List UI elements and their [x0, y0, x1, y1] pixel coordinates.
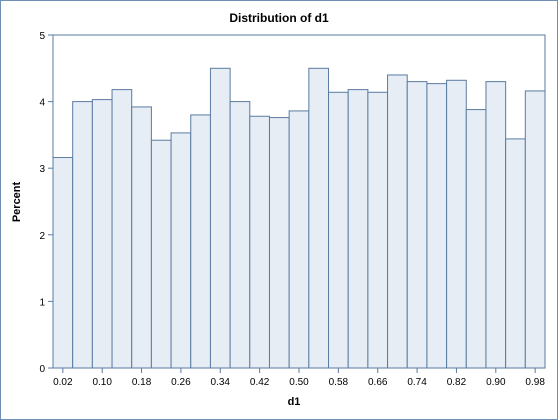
histogram-bar	[505, 138, 526, 369]
x-tick-label: 0.34	[211, 377, 231, 388]
histogram-bar	[72, 101, 93, 369]
x-axis-label: d1	[288, 396, 301, 408]
histogram-bar	[367, 91, 389, 369]
histogram-bar	[209, 67, 231, 369]
histogram-bar	[446, 79, 467, 369]
histogram-bar	[111, 89, 133, 369]
histogram-bar	[52, 157, 74, 369]
histogram-bar	[170, 132, 192, 369]
histogram-bar	[150, 139, 172, 369]
histogram-bar	[347, 89, 369, 369]
y-tick-label: 3	[39, 164, 45, 175]
histogram-bar	[328, 91, 349, 369]
histogram-bar	[524, 90, 546, 369]
x-tick-label: 0.26	[171, 377, 191, 388]
histogram-bar	[131, 106, 152, 369]
x-tick-label: 0.66	[368, 377, 388, 388]
chart-title: Distribution of d1	[229, 11, 329, 25]
bars-group	[52, 67, 546, 369]
histogram-bar	[190, 114, 211, 369]
histogram-bar	[268, 117, 290, 369]
x-tick-label: 0.82	[447, 377, 467, 388]
x-tick-label: 0.02	[53, 377, 73, 388]
histogram-bar	[91, 99, 113, 369]
histogram-bar	[249, 115, 270, 369]
histogram-bar	[485, 81, 507, 369]
histogram-bar	[288, 110, 310, 369]
y-tick-label: 1	[39, 297, 45, 308]
x-tick-label: 0.50	[289, 377, 309, 388]
x-tick-label: 0.18	[132, 377, 152, 388]
y-tick-label: 5	[39, 31, 45, 42]
histogram-bar	[465, 109, 487, 369]
x-tick-label: 0.58	[329, 377, 349, 388]
y-axis-label: Percent	[11, 181, 23, 222]
y-tick-label: 4	[39, 98, 45, 109]
x-tick-label: 0.98	[525, 377, 545, 388]
x-axis: 0.02 0.10 0.18 0.26 0.34 0.42 0.50 0.58 0.66 0.74…	[53, 368, 545, 388]
histogram-bar	[387, 74, 408, 369]
histogram-bar	[426, 83, 448, 369]
histogram-bar	[229, 101, 251, 369]
x-tick-label: 0.90	[486, 377, 506, 388]
y-axis: 0 1 2 3 4 5	[39, 31, 53, 375]
histogram-bar	[406, 81, 428, 369]
x-tick-label: 0.10	[92, 377, 112, 388]
histogram-bar	[308, 67, 330, 369]
y-tick-label: 0	[39, 364, 45, 375]
x-tick-label: 0.42	[250, 377, 270, 388]
y-tick-label: 2	[39, 231, 45, 242]
x-tick-label: 0.74	[407, 377, 427, 388]
